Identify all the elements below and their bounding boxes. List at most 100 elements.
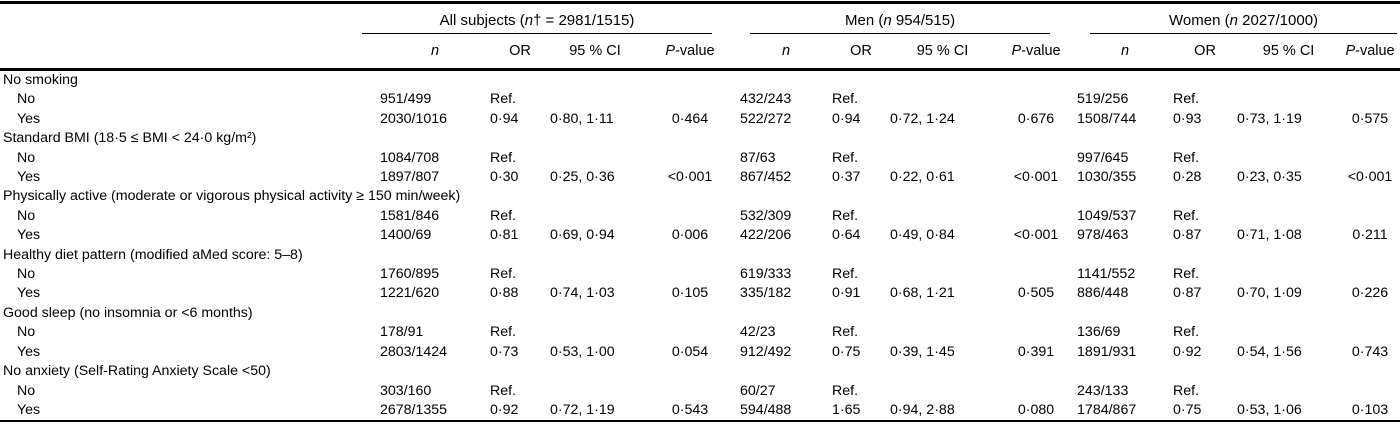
cell-p: 0·391 (1017, 343, 1055, 360)
cell-or: 1·65 (832, 401, 861, 418)
cell-p: 0·464 (671, 110, 709, 127)
cell-ci (890, 90, 995, 109)
cell-n: 978/463 (1077, 227, 1129, 244)
cell-n: 1141/552 (1077, 266, 1136, 283)
column-header-row: n OR 95 % CI P-value n OR 95 % CI P-value n OR 95 … (0, 33, 1400, 71)
cell-p: <0·001 (1013, 169, 1059, 186)
cell-p (1340, 265, 1400, 284)
row-label: Yes (17, 343, 41, 360)
cell-ci: 0·22, 0·61 (890, 169, 955, 186)
cell-or: 0·28 (1173, 169, 1202, 186)
row-label: No (17, 324, 36, 341)
cell-ci: 0·39, 1·45 (890, 343, 955, 360)
cell-n: 532/309 (740, 207, 792, 224)
row-label: Yes (17, 401, 41, 418)
cell-p: 0·103 (1351, 401, 1389, 418)
column-header-ci: 95 % CI (1237, 33, 1341, 71)
cell-p: 0·543 (671, 401, 709, 418)
cell-or: Ref. (490, 266, 517, 283)
cell-n: 1891/931 (1077, 343, 1137, 360)
cell-p: 0·505 (1017, 285, 1055, 302)
group-header: Women (n 2027/1000) (1077, 3, 1400, 34)
cell-or: Ref. (490, 149, 517, 166)
cell-ci (550, 323, 640, 342)
cell-p: 0·743 (1351, 343, 1389, 360)
section-label: No smoking (3, 72, 78, 88)
cell-or: Ref. (832, 91, 859, 108)
group-header-row: All subjects (n† = 2981/1515) Men (n 954/… (0, 3, 1400, 34)
cell-p: 0·676 (1017, 110, 1055, 127)
cell-or: Ref. (1173, 382, 1200, 399)
column-header-n: n (740, 33, 833, 71)
cell-n: 42/23 (740, 324, 776, 341)
cell-n: 432/243 (740, 91, 792, 108)
cell-or: 0·75 (832, 343, 861, 360)
column-header-symbol: n (781, 42, 791, 59)
section-row: Physically active (moderate or vigorous … (0, 187, 1400, 206)
cell-n: 522/272 (740, 110, 792, 127)
cell-or: Ref. (832, 266, 859, 283)
cell-n: 1508/744 (1077, 110, 1137, 127)
group-header-underline: Men (n 954/515) (750, 12, 1051, 34)
column-header-ci: 95 % CI (890, 33, 996, 71)
section-row: No anxiety (Self-Rating Anxiety Scale <5… (0, 362, 1400, 381)
cell-ci (1237, 90, 1340, 109)
cell-p (640, 90, 740, 109)
cell-p: 0·054 (671, 343, 709, 360)
cell-or: Ref. (1173, 324, 1200, 341)
cell-ci: 0·69, 0·94 (550, 227, 615, 244)
cell-n: 951/499 (380, 91, 432, 108)
column-header-p: P-value (995, 33, 1078, 71)
cell-or: Ref. (1173, 207, 1200, 224)
section-row: Standard BMI (18·5 ≤ BMI < 24·0 kg/m²) (0, 129, 1400, 148)
cell-ci (550, 265, 640, 284)
section-label: Standard BMI (18·5 ≤ BMI < 24·0 kg/m²) (3, 130, 257, 147)
cell-or: Ref. (490, 324, 517, 341)
cell-or: Ref. (832, 382, 859, 399)
row-label: No (17, 149, 36, 166)
data-row: No 178/91 Ref. 42/23 Ref. 136/69 Ref. (0, 323, 1400, 342)
cell-or: Ref. (490, 207, 517, 224)
cell-ci: 0·25, 0·36 (550, 169, 615, 186)
cell-ci: 0·70, 1·09 (1237, 285, 1302, 302)
cell-ci: 0·71, 1·08 (1237, 227, 1302, 244)
cell-p (640, 149, 740, 168)
cell-n: 594/488 (740, 401, 792, 418)
cell-n: 519/256 (1077, 91, 1129, 108)
cell-n: 243/133 (1077, 382, 1129, 399)
cell-p: <0·001 (1013, 227, 1059, 244)
column-header-ci: 95 % CI (550, 33, 640, 71)
data-row: No 303/160 Ref. 60/27 Ref. 243/133 Ref. (0, 382, 1400, 401)
row-label: No (17, 207, 36, 224)
cell-ci (550, 382, 640, 401)
cell-n: 1221/620 (380, 285, 440, 302)
cell-n: 1049/537 (1077, 207, 1137, 224)
cell-p (640, 265, 740, 284)
cell-n: 886/448 (1077, 285, 1129, 302)
cell-p (995, 207, 1077, 226)
row-label: No (17, 91, 36, 108)
group-header-underline: All subjects (n† = 2981/1515) (362, 11, 713, 34)
cell-ci (890, 207, 995, 226)
cell-or: 0·92 (1173, 343, 1202, 360)
cell-p (995, 382, 1077, 401)
cell-or: 0·64 (832, 227, 861, 244)
cell-ci: 0·53, 1·06 (1237, 401, 1302, 418)
cell-ci (1237, 207, 1340, 226)
cell-or: 0·30 (490, 169, 519, 186)
cell-ci: 0·54, 1·56 (1237, 343, 1302, 360)
cell-n: 619/333 (740, 266, 792, 283)
group-n-symbol: n (524, 11, 534, 29)
cell-ci (1237, 323, 1340, 342)
cell-or: 0·94 (832, 110, 861, 127)
cell-n: 912/492 (740, 343, 792, 360)
cell-ci: 0·53, 1·00 (550, 343, 615, 360)
cell-or: 0·81 (490, 227, 519, 244)
cell-or: Ref. (832, 207, 859, 224)
section-row: Good sleep (no insomnia or <6 months) (0, 304, 1400, 323)
cell-p: 0·080 (1017, 401, 1055, 418)
section-label: Healthy diet pattern (modified aMed scor… (3, 246, 303, 263)
section-label: Good sleep (no insomnia or <6 months) (3, 304, 253, 321)
